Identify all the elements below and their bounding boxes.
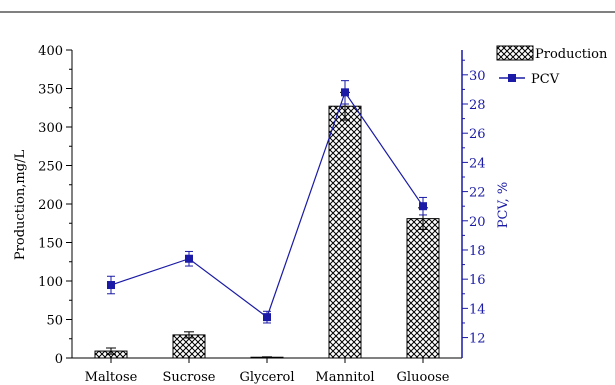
y2-axis-title: PCV, % bbox=[496, 182, 511, 228]
bars bbox=[94, 91, 440, 359]
pcv-series bbox=[107, 80, 427, 324]
y2-tick-label: 22 bbox=[469, 186, 486, 201]
y-tick-label: 400 bbox=[38, 44, 63, 59]
x-tick-label: Glycerol bbox=[239, 370, 294, 385]
y2-tick-label: 14 bbox=[469, 302, 486, 317]
legend: Production PCV bbox=[496, 45, 608, 87]
y-tick-label: 300 bbox=[38, 121, 63, 136]
legend-production-label: Production bbox=[535, 47, 608, 62]
x-tick-label: Maltose bbox=[85, 370, 138, 385]
y-tick-label: 350 bbox=[38, 83, 63, 98]
pcv-point bbox=[419, 202, 427, 211]
x-tick-label: Gluoose bbox=[397, 370, 450, 385]
y2-tick-label: 30 bbox=[469, 69, 486, 84]
production-bar bbox=[328, 105, 362, 359]
pcv-point bbox=[341, 88, 349, 97]
y-tick-label: 50 bbox=[46, 314, 63, 329]
y-tick-label: 150 bbox=[38, 237, 63, 252]
y-tick-label: 0 bbox=[55, 352, 63, 367]
y2-tick-label: 26 bbox=[469, 127, 486, 142]
pcv-point bbox=[185, 254, 193, 263]
pcv-point bbox=[107, 281, 115, 290]
x-tick-label: Sucrose bbox=[163, 370, 216, 385]
y-axis-title: Production,mg/L bbox=[13, 150, 28, 261]
y2-tick-label: 28 bbox=[469, 98, 486, 113]
legend-pcv-label: PCV bbox=[531, 72, 560, 87]
y2-tick-label: 20 bbox=[469, 215, 486, 230]
y-tick-label: 250 bbox=[38, 160, 63, 175]
y-tick-label: 200 bbox=[38, 198, 63, 213]
y2-tick-label: 12 bbox=[469, 332, 486, 347]
production-bar bbox=[406, 218, 440, 359]
legend-pcv-marker bbox=[508, 74, 516, 82]
y2-tick-label: 18 bbox=[469, 244, 486, 259]
legend-production-swatch bbox=[496, 45, 534, 61]
pcv-line bbox=[110, 91, 424, 319]
x-tick-label: Mannitol bbox=[315, 370, 374, 385]
y2-tick-label: 24 bbox=[469, 156, 486, 171]
y-tick-label: 100 bbox=[38, 275, 63, 290]
pcv-point bbox=[263, 313, 271, 322]
y2-tick-label: 16 bbox=[469, 273, 486, 288]
axes: 0 50 100 150 200 250 300 350 400 12 14 16 18 20 22 24 26… bbox=[38, 44, 485, 385]
